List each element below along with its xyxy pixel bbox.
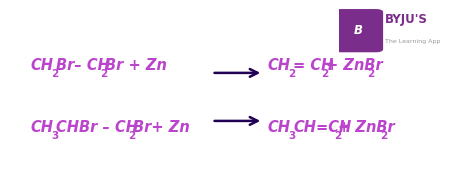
Text: CH: CH <box>31 58 54 73</box>
Text: + ZnBr: + ZnBr <box>326 58 383 73</box>
Text: 2: 2 <box>367 69 374 79</box>
Text: Br+ Zn: Br+ Zn <box>133 120 190 135</box>
FancyBboxPatch shape <box>334 10 383 52</box>
Text: 2: 2 <box>321 69 328 79</box>
Text: Br– CH: Br– CH <box>56 58 110 73</box>
Text: CH: CH <box>268 120 291 135</box>
Text: 2: 2 <box>380 131 387 141</box>
Text: The Learning App: The Learning App <box>385 39 440 44</box>
Text: BYJU'S: BYJU'S <box>385 13 428 26</box>
Text: B: B <box>354 24 363 37</box>
Text: 3: 3 <box>51 131 58 141</box>
Text: CHBr – CH: CHBr – CH <box>56 120 138 135</box>
Text: 2: 2 <box>288 69 295 79</box>
Text: 3: 3 <box>288 131 295 141</box>
Text: CH: CH <box>268 58 291 73</box>
Text: CH=CH: CH=CH <box>293 120 352 135</box>
Text: = CH: = CH <box>293 58 333 73</box>
Text: 2: 2 <box>100 69 108 79</box>
Text: CH: CH <box>31 120 54 135</box>
Text: Br + Zn: Br + Zn <box>105 58 167 73</box>
Text: 2: 2 <box>51 69 58 79</box>
Text: 2: 2 <box>128 131 136 141</box>
Text: + ZnBr: + ZnBr <box>338 120 395 135</box>
Text: 2: 2 <box>334 131 341 141</box>
